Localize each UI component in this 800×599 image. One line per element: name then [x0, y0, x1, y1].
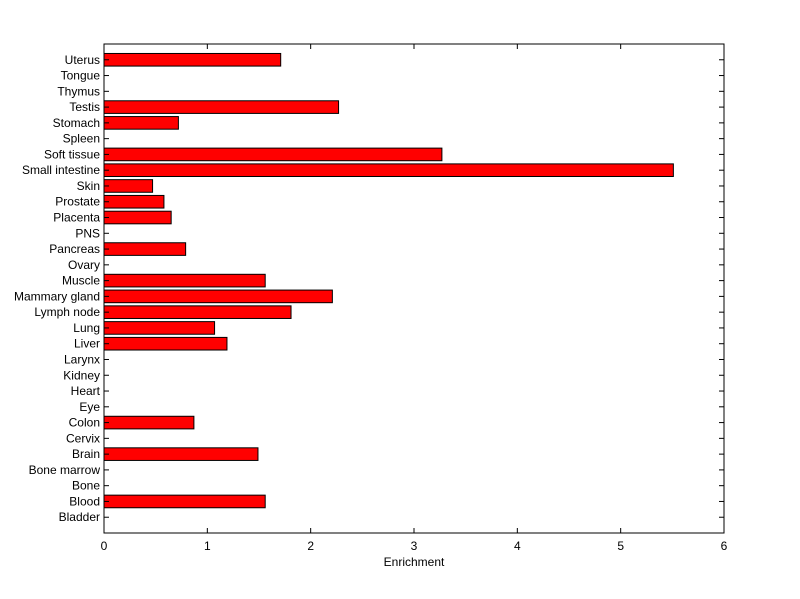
y-tick-label: Brain	[72, 447, 100, 461]
bar-stomach	[103, 116, 179, 130]
bar-brain	[103, 447, 259, 461]
bar-pancreas	[103, 242, 187, 256]
y-tick-label: Heart	[71, 384, 101, 398]
y-tick-label: Liver	[74, 337, 100, 351]
y-tick-label: Skin	[77, 179, 100, 193]
bar-colon	[103, 415, 195, 430]
bar-prostate	[103, 194, 165, 209]
y-tick-label: Colon	[69, 416, 100, 430]
y-tick-label: Prostate	[55, 195, 100, 209]
y-tick-label: Cervix	[66, 431, 100, 445]
y-tick-label: Pancreas	[49, 242, 100, 256]
bar-skin	[103, 179, 154, 193]
y-tick-label: Thymus	[57, 84, 100, 98]
y-tick-label: Tongue	[61, 69, 101, 83]
x-tick-label: 0	[101, 539, 108, 553]
x-tick-label: 3	[411, 539, 418, 553]
x-tick-label: 5	[617, 539, 624, 553]
x-tick-label: 2	[307, 539, 314, 553]
bar-uterus	[103, 52, 282, 67]
x-tick-label: 1	[204, 539, 211, 553]
y-tick-label: Bladder	[59, 510, 100, 524]
x-tick-label: 4	[514, 539, 521, 553]
y-tick-label: Kidney	[63, 368, 100, 382]
y-tick-label: Muscle	[62, 274, 100, 288]
y-tick-label: Small intestine	[22, 163, 100, 177]
bar-muscle	[103, 273, 266, 288]
bar-liver	[103, 336, 228, 351]
bar-blood	[103, 494, 266, 509]
y-tick-label: Bone	[72, 479, 100, 493]
y-tick-label: Uterus	[65, 53, 100, 67]
y-tick-label: Spleen	[63, 132, 100, 146]
bar-testis	[103, 100, 340, 114]
y-tick-label: Soft tissue	[44, 147, 100, 161]
y-tick-label: Blood	[69, 494, 100, 508]
y-tick-label: Stomach	[53, 116, 100, 130]
y-tick-label: Eye	[79, 400, 100, 414]
x-tick-label: 6	[721, 539, 728, 553]
bar-lymph-node	[103, 305, 292, 319]
y-tick-label: Lung	[73, 321, 100, 335]
y-tick-label: Mammary gland	[14, 289, 100, 303]
x-axis-label: Enrichment	[384, 555, 445, 569]
y-tick-label: Lymph node	[34, 305, 100, 319]
bar-lung	[103, 321, 216, 335]
y-tick-label: Larynx	[64, 352, 100, 366]
bar-small-intestine	[103, 163, 674, 178]
y-tick-label: Testis	[69, 100, 100, 114]
bar-placenta	[103, 210, 172, 225]
y-tick-label: Ovary	[68, 258, 100, 272]
bar-mammary-gland	[103, 289, 333, 304]
y-tick-label: Bone marrow	[29, 463, 101, 477]
y-tick-label: Placenta	[53, 211, 100, 225]
y-tick-label: PNS	[75, 226, 100, 240]
bar-soft-tissue	[103, 147, 443, 162]
